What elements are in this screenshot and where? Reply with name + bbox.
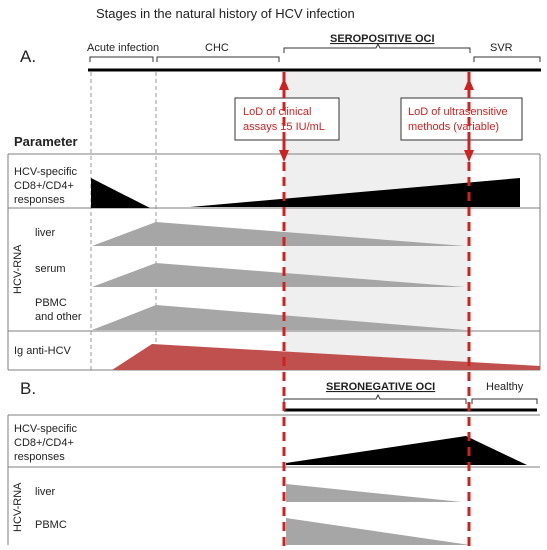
lod-clinical-arrow-up-icon (279, 78, 289, 90)
rna-serum-rise (92, 263, 156, 287)
rna-pbmc-b-wedge (286, 518, 470, 545)
rna-serum-decline (156, 263, 465, 287)
rna-group-label-b: HCV-RNA (12, 482, 24, 532)
tcell-label-line3: responses (14, 194, 65, 206)
lod-clinical-arrow-down-icon (279, 150, 289, 162)
stage-label-acute: Acute infection (87, 42, 159, 54)
lod-ultra-line1: LoD of ultrasensitive (408, 106, 508, 118)
ig-anti-hcv-shape (112, 344, 540, 370)
lod-clinical-line1: LoD of clinical (243, 106, 311, 118)
lod-ultra-arrow-down-icon (464, 150, 474, 162)
diagram-title: Stages in the natural history of HCV inf… (96, 6, 355, 21)
rna-pbmc-rise (92, 305, 156, 330)
lod-ultra-box (400, 97, 523, 141)
rna-row-pbmc-b: PBMC (35, 519, 67, 531)
parameter-header: Parameter (14, 134, 78, 149)
rna-row-liver-a: liver (35, 227, 56, 239)
rna-liver-decline (156, 222, 465, 246)
tcell-seronegative-shape (286, 436, 527, 465)
rna-pbmc-decline (156, 305, 465, 330)
stage-label-chc: CHC (205, 42, 229, 54)
lod-ultra-line2: methods (variable) (408, 121, 499, 133)
stage-label-seronegative-oci: SERONEGATIVE OCI (326, 381, 435, 393)
rna-row-liver-b: liver (35, 486, 56, 498)
tcell-acute-wedge (91, 178, 150, 208)
tcell-label-line1: HCV-specific (14, 166, 77, 178)
stage-label-svr: SVR (490, 42, 513, 54)
panel-b-stage-brackets (283, 393, 538, 404)
rna-row-serum-a: serum (35, 263, 66, 275)
rna-liver-rise (92, 222, 156, 246)
panel-a-stage-brackets (89, 42, 541, 62)
lod-clinical-box (234, 97, 340, 141)
tcell-label-line2: CD8+/CD4+ (14, 180, 74, 192)
rna-liver-b-wedge (286, 484, 462, 502)
panel-b-table-lines (7, 414, 540, 545)
tcell-label-b-line2: CD8+/CD4+ (14, 437, 74, 449)
panel-a-letter: A. (20, 47, 36, 66)
stage-label-healthy: Healthy (486, 381, 524, 393)
tcell-label-b-line1: HCV-specific (14, 423, 77, 435)
rna-group-label-a: HCV-RNA (12, 244, 24, 294)
ig-anti-hcv-label: Ig anti-HCV (14, 345, 72, 357)
tcell-chronic-wedge (190, 178, 520, 207)
rna-row-pbmc-a-line2: and other (35, 311, 82, 323)
lod-clinical-line2: assays 15 IU/mL (243, 121, 325, 133)
lod-ultra-arrow-up-icon (464, 78, 474, 90)
stage-label-seropositive-oci: SEROPOSITIVE OCI (330, 33, 435, 45)
panel-b-letter: B. (20, 379, 36, 398)
tcell-label-b-line3: responses (14, 451, 65, 463)
rna-row-pbmc-a-line1: PBMC (35, 297, 67, 309)
